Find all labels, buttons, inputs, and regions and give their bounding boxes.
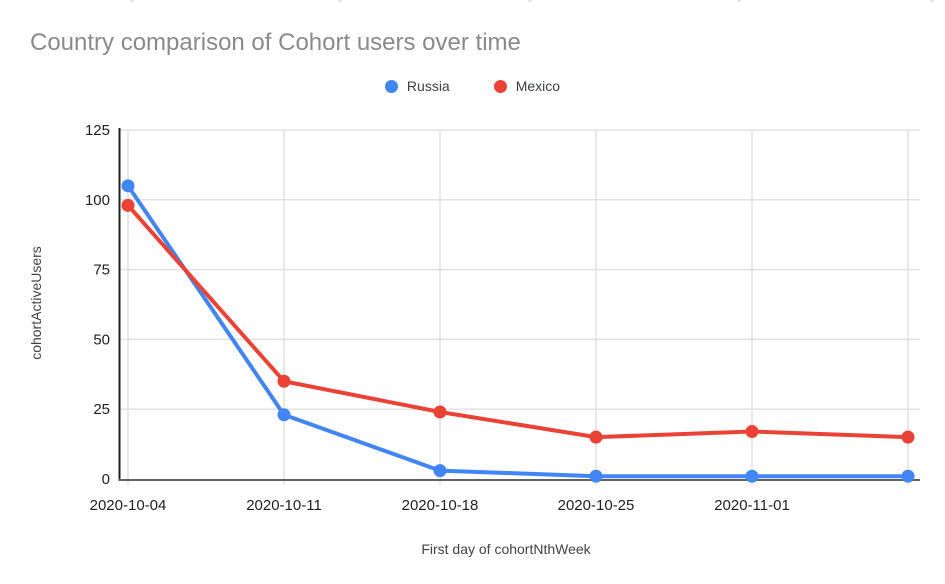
y-axis-title: cohortActiveUsers bbox=[28, 246, 44, 360]
data-point-mexico[interactable] bbox=[121, 198, 135, 212]
data-point-mexico[interactable] bbox=[745, 425, 759, 439]
legend-item-mexico[interactable]: Mexico bbox=[493, 78, 561, 94]
data-point-russia[interactable] bbox=[745, 469, 759, 483]
legend-swatch-icon bbox=[384, 79, 398, 93]
y-tick-label: 50 bbox=[93, 331, 110, 348]
legend-swatch-icon bbox=[493, 79, 507, 93]
data-point-russia[interactable] bbox=[901, 469, 915, 483]
y-tick-label: 125 bbox=[85, 122, 110, 139]
x-tick-label: 2020-10-25 bbox=[558, 497, 635, 514]
chart-legend: Russia Mexico bbox=[0, 78, 945, 94]
chart-title: Country comparison of Cohort users over … bbox=[30, 29, 521, 56]
top-crop-artifact bbox=[737, 0, 741, 2]
x-tick-label: 2020-10-18 bbox=[402, 497, 479, 514]
y-tick-label: 100 bbox=[85, 192, 110, 209]
legend-label: Mexico bbox=[515, 78, 561, 94]
y-tick-label: 0 bbox=[102, 471, 110, 488]
top-crop-artifact bbox=[338, 0, 342, 2]
data-point-russia[interactable] bbox=[121, 179, 135, 193]
data-point-mexico[interactable] bbox=[589, 430, 603, 444]
x-axis-title: First day of cohortNthWeek bbox=[421, 541, 591, 557]
x-tick-label: 2020-10-04 bbox=[90, 497, 167, 514]
top-crop-artifact bbox=[930, 0, 934, 2]
y-tick-label: 25 bbox=[93, 401, 110, 418]
series-line-russia bbox=[126, 183, 910, 479]
data-point-mexico[interactable] bbox=[277, 374, 291, 388]
top-crop-artifact bbox=[130, 0, 134, 2]
top-crop-artifact bbox=[528, 0, 532, 2]
x-tick-label: 2020-10-11 bbox=[246, 497, 322, 514]
series-line-mexico bbox=[126, 203, 910, 440]
data-point-russia[interactable] bbox=[433, 464, 447, 478]
legend-item-russia[interactable]: Russia bbox=[384, 78, 450, 94]
legend-label: Russia bbox=[406, 78, 450, 94]
x-tick-label: 2020-11-01 bbox=[714, 497, 790, 514]
data-point-mexico[interactable] bbox=[901, 430, 915, 444]
data-point-russia[interactable] bbox=[277, 408, 291, 422]
data-point-mexico[interactable] bbox=[433, 405, 447, 419]
y-tick-label: 75 bbox=[93, 262, 110, 279]
data-point-russia[interactable] bbox=[589, 469, 603, 483]
